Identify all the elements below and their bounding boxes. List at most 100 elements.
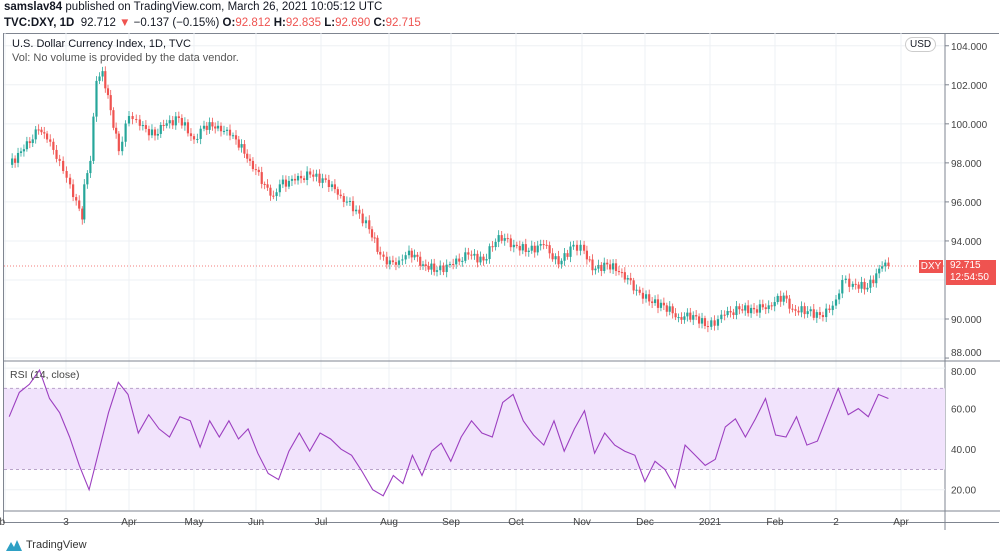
candle-body <box>234 135 238 140</box>
time-axis-label: Sep <box>442 517 460 528</box>
time-axis-label: Nov <box>573 517 591 528</box>
candle-body <box>857 284 860 289</box>
candle-body <box>603 262 606 271</box>
candle-body <box>579 244 582 251</box>
candle-body <box>333 184 336 190</box>
arrow-down-icon: ▼ <box>119 17 131 29</box>
candle-body <box>216 125 220 129</box>
candle-body <box>98 76 101 81</box>
candle-body <box>533 245 536 253</box>
candle-body <box>560 260 563 265</box>
candle-body <box>442 265 445 273</box>
rsi-tick-label: 20.00 <box>951 486 976 497</box>
time-axis-label: Dec <box>636 517 654 528</box>
candle-body <box>767 305 770 310</box>
candle-body <box>430 263 433 270</box>
candle-body <box>838 293 841 300</box>
candle-body <box>263 183 266 185</box>
candle-body <box>222 130 226 132</box>
candle-body <box>656 299 660 308</box>
candle-body <box>445 264 448 273</box>
candle-body <box>659 302 663 308</box>
candle-body <box>473 253 476 256</box>
candle-body <box>806 311 809 315</box>
candle-body <box>488 246 491 260</box>
low-label: L: <box>324 17 336 29</box>
candle-body <box>834 299 838 306</box>
candle-body <box>92 116 95 161</box>
candle-body <box>95 80 98 117</box>
candle-body <box>370 229 374 238</box>
candle-body <box>385 256 388 265</box>
candle-body <box>89 160 92 174</box>
candle-body <box>272 195 275 197</box>
candle-body <box>361 213 364 224</box>
candle-body <box>225 129 229 131</box>
price-tick-label: 100.000 <box>951 120 988 131</box>
tradingview-logo[interactable]: TradingView <box>6 539 87 551</box>
candle-body <box>358 209 361 214</box>
candle-body <box>266 184 269 188</box>
candle-body <box>638 289 641 293</box>
price-tick-label: 104.000 <box>951 42 988 53</box>
candle-body <box>117 133 120 152</box>
candle-body <box>34 129 37 140</box>
candle-body <box>68 177 72 185</box>
high-label: H: <box>273 17 286 29</box>
candle-body <box>695 315 698 317</box>
candle-body <box>800 306 803 313</box>
candle-body <box>324 178 327 180</box>
rsi-band <box>4 388 945 470</box>
candle-body <box>131 116 134 120</box>
candle-body <box>703 318 707 327</box>
rsi-tick-label: 80.00 <box>951 367 976 378</box>
candle-body <box>458 258 461 262</box>
candle-body <box>749 307 753 314</box>
candle-body <box>189 133 193 137</box>
candle-body <box>275 192 278 197</box>
candle-body <box>848 278 851 287</box>
publish-info: samslav84 published on TradingView.com, … <box>4 1 382 13</box>
candle-body <box>351 201 355 212</box>
candle-body <box>303 178 306 180</box>
publisher[interactable]: samslav84 <box>4 1 63 13</box>
candle-body <box>278 184 281 193</box>
candle-body <box>165 123 168 126</box>
candle-body <box>726 310 729 316</box>
candle-body <box>219 125 223 132</box>
close-label: C: <box>373 17 386 29</box>
candle-body <box>869 279 872 288</box>
candle-body <box>424 264 427 266</box>
candle-body <box>551 253 554 260</box>
close-value: 92.715 <box>385 17 421 29</box>
time-axis-label: 2021 <box>699 517 722 528</box>
candle-body <box>321 178 324 183</box>
candle-body <box>509 238 512 248</box>
candle-body <box>293 178 297 181</box>
candle-body <box>336 189 339 195</box>
candle-body <box>150 129 154 136</box>
candle-body <box>382 254 385 257</box>
candle-body <box>872 279 875 284</box>
currency-button[interactable]: USD <box>905 37 937 52</box>
candle-body <box>269 187 272 196</box>
chart-legend-title: U.S. Dollar Currency Index, 1D, TVC <box>12 38 191 50</box>
candle-body <box>192 136 196 140</box>
candle-body <box>831 305 834 311</box>
candle-body <box>433 263 436 272</box>
candle-body <box>706 326 710 328</box>
candle-body <box>75 197 78 201</box>
candle-body <box>884 262 887 267</box>
candle-body <box>764 307 767 310</box>
time-axis-label: Feb <box>766 517 784 528</box>
candle-body <box>887 262 890 267</box>
candle-body <box>809 309 812 312</box>
time-axis-label: 3 <box>63 517 69 528</box>
candle-body <box>815 312 818 318</box>
candle-body <box>881 266 884 269</box>
candle-body <box>22 149 26 152</box>
candle-body <box>732 312 735 316</box>
candle-body <box>464 252 467 261</box>
candle-body <box>785 295 788 299</box>
